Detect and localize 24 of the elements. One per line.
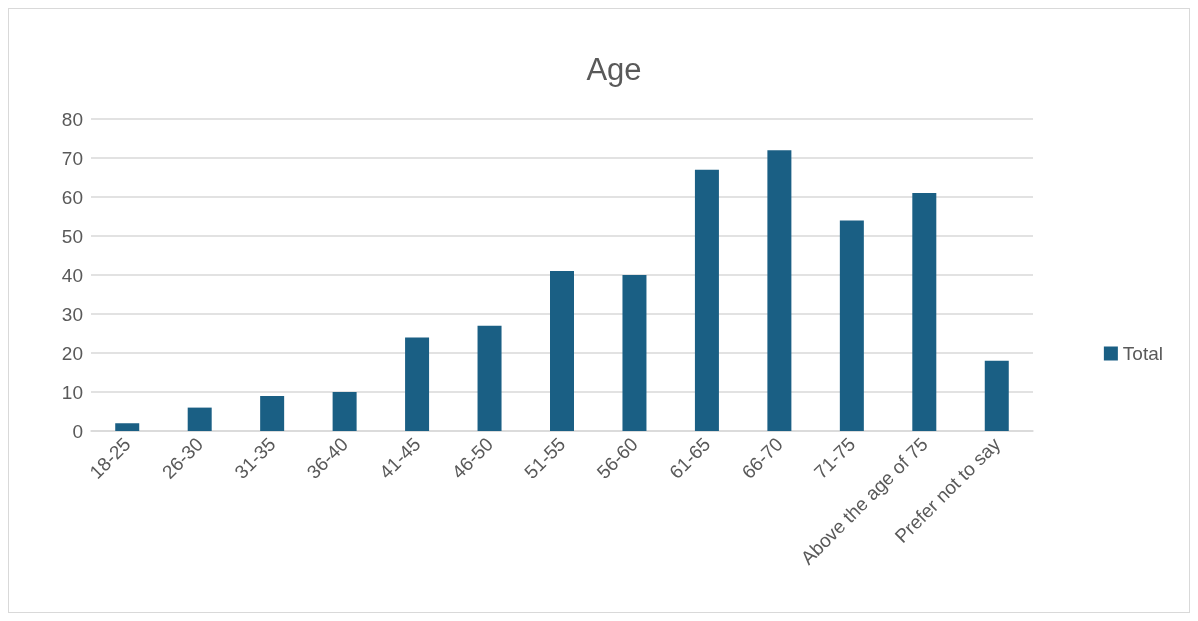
- bar: [839, 220, 864, 431]
- bar: [622, 275, 647, 431]
- y-tick-label: 20: [61, 342, 83, 364]
- bar: [550, 271, 574, 431]
- bar: [767, 150, 792, 431]
- bar: [405, 337, 430, 431]
- chart-title: Age: [586, 52, 642, 87]
- y-tick-label: 70: [61, 147, 83, 169]
- y-tick-label: 40: [61, 264, 83, 286]
- bar: [187, 407, 212, 431]
- bar: [477, 325, 502, 431]
- bar: [912, 193, 937, 431]
- bar: [694, 169, 719, 431]
- bar: [984, 360, 1009, 431]
- y-tick-label: 10: [61, 381, 83, 403]
- bar: [260, 395, 285, 431]
- bar: [115, 423, 140, 431]
- y-tick-label: 30: [61, 303, 83, 325]
- y-tick-label: 50: [61, 225, 83, 247]
- y-tick-label: 0: [72, 420, 83, 442]
- bar: [332, 392, 357, 431]
- y-tick-label: 80: [61, 108, 83, 130]
- y-tick-label: 60: [61, 186, 83, 208]
- legend-label: Total: [1122, 343, 1164, 364]
